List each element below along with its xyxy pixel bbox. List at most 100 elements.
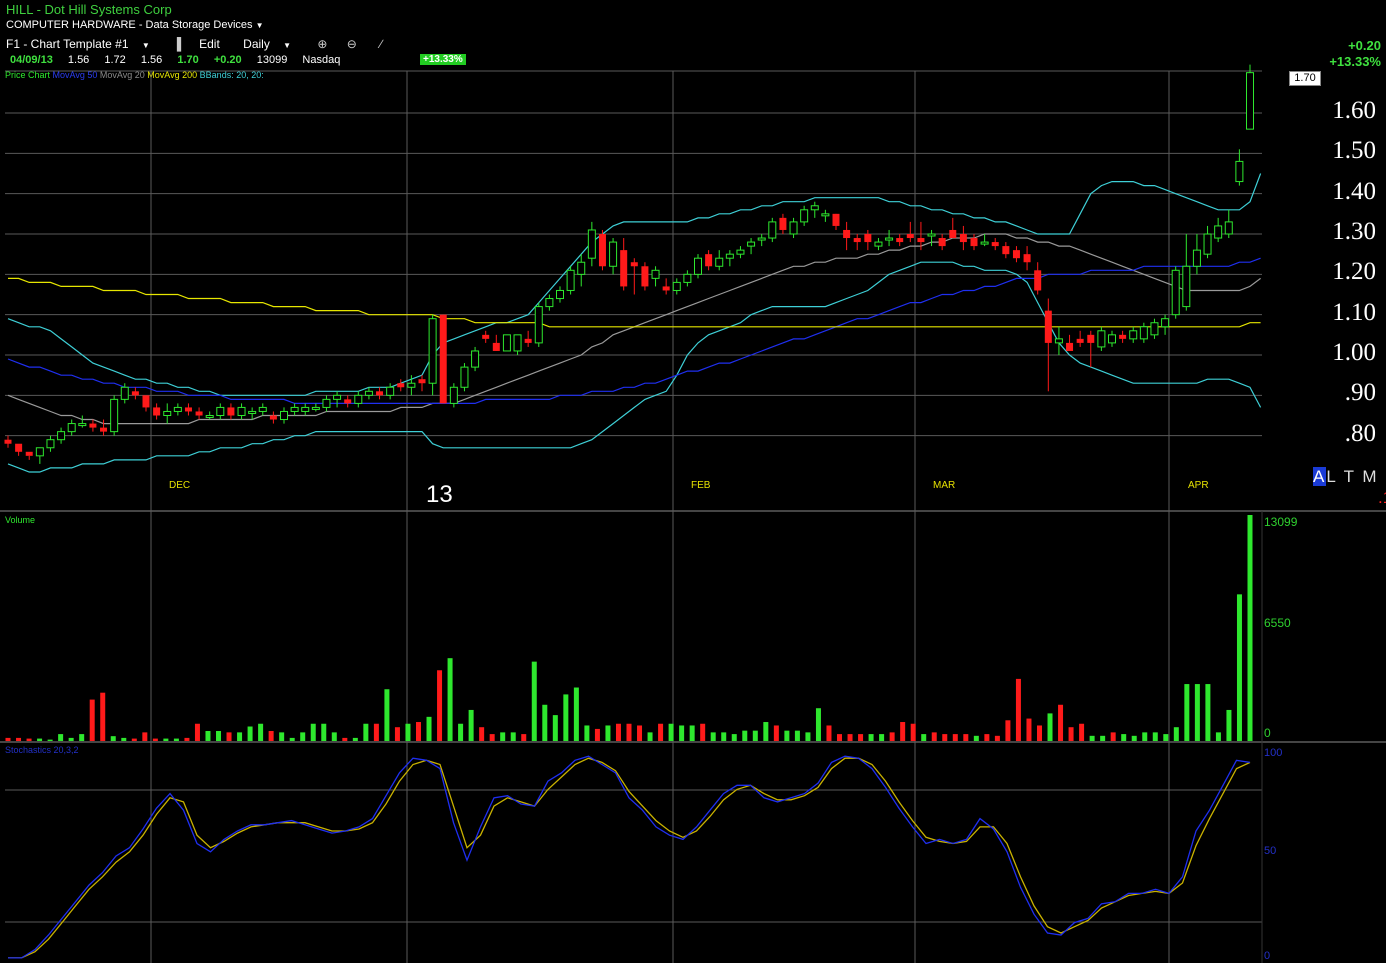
candle-body-up [725, 253, 734, 259]
candle-body-down [153, 407, 161, 416]
candle-body-down [959, 234, 967, 243]
volume-bar [237, 732, 243, 741]
volume-bar [68, 737, 74, 741]
template-selector[interactable]: F1 - Chart Template #1 ▼ [6, 37, 160, 51]
candle-body-up [290, 406, 299, 412]
volume-label-zero: 0 [1264, 726, 1271, 740]
stoch-label-50: 50 [1264, 845, 1277, 857]
volume-bar [194, 723, 200, 741]
volume-bar [952, 734, 958, 741]
candle-body-up [800, 209, 809, 223]
volume-bar [521, 734, 527, 741]
volume-bar [1247, 515, 1253, 741]
zoom-in-icon[interactable]: ⊕ [317, 37, 328, 51]
volume-bar [1026, 718, 1032, 741]
candle-body-up [694, 257, 702, 275]
volume-bar [142, 732, 148, 741]
volume-bar [1215, 732, 1221, 741]
candle-body-up [1171, 269, 1180, 316]
legend-ma20[interactable]: MovAvg 20 [99, 70, 145, 80]
altml-a[interactable]: A [1313, 467, 1327, 486]
volume-bar [205, 730, 211, 741]
candle-body-up [1192, 249, 1201, 267]
volume-bar [1226, 709, 1232, 741]
candle-body-up [216, 406, 225, 416]
edit-button[interactable]: ▌ Edit [173, 37, 230, 51]
volume-panel-label: Volume [5, 515, 36, 525]
chart-bars-icon: ▌ [176, 37, 186, 51]
volume-bar [1121, 734, 1127, 741]
studies-legend: Price Chart MovAvg 50 MovAvg 20 MovAvg 2… [5, 70, 264, 80]
candle-body-up [258, 406, 267, 412]
period-selector[interactable]: Daily ▼ [243, 37, 301, 51]
volume-bar [858, 734, 864, 741]
candle-body-down [131, 391, 139, 396]
volume-bar [900, 722, 906, 741]
volume-bar [363, 723, 369, 741]
change-right: +0.20 [1348, 38, 1381, 53]
candle-body-up [577, 261, 586, 275]
candle-body-up [163, 410, 172, 417]
ma50-line [7, 257, 1261, 404]
candle-body-up [1214, 225, 1223, 239]
volume-bar [1047, 713, 1053, 741]
candle-body-up [874, 241, 883, 247]
draw-line-icon[interactable]: ∕ [380, 37, 383, 51]
candle-body-down [227, 407, 235, 416]
volume-bar [826, 725, 832, 741]
volume-bar [637, 725, 643, 741]
candle-body-down [1044, 310, 1052, 343]
candle-body-down [524, 338, 532, 343]
symbol-title: HILL - Dot Hill Systems Corp [6, 2, 172, 17]
volume-bar [384, 689, 390, 741]
legend-ma200[interactable]: MovAvg 200 [147, 70, 198, 80]
candle-body-up [428, 318, 437, 384]
quote-low: 1.56 [140, 54, 163, 66]
candle-body-up [110, 398, 119, 433]
industry-selector[interactable]: COMPUTER HARDWARE - Data Storage Devices… [6, 19, 264, 31]
legend-price-chart[interactable]: Price Chart [5, 70, 51, 80]
candle-body-up [1246, 72, 1254, 130]
volume-bar [752, 730, 758, 741]
volume-bar [331, 732, 337, 741]
percent-right: +13.33% [1329, 54, 1381, 69]
month-label-feb: FEB [691, 480, 711, 491]
altml-rest[interactable]: L T M L [1326, 467, 1386, 486]
candle-body-down [1034, 270, 1042, 291]
candle-body-down [620, 250, 628, 287]
legend-bbands[interactable]: BBands: 20, 20: [199, 70, 264, 80]
price-axis-label: 1.00 [1332, 339, 1376, 366]
candle-body-up [301, 406, 310, 412]
bband-lower-line [7, 261, 1262, 473]
zoom-out-icon[interactable]: ⊖ [346, 37, 357, 51]
volume-bar [321, 723, 327, 741]
industry-label: COMPUTER HARDWARE - Data Storage Devices [6, 19, 253, 31]
toolbar: F1 - Chart Template #1 ▼ ▌ Edit Daily ▼ ⊕… [6, 37, 399, 51]
volume-bar [542, 704, 548, 741]
candle-body-down [492, 342, 500, 351]
volume-bar [700, 723, 706, 741]
candle-body-up [1139, 326, 1148, 340]
legend-ma50[interactable]: MovAvg 50 [52, 70, 98, 80]
candle-body-up [1235, 160, 1244, 183]
volume-bar [300, 732, 306, 741]
volume-bar [805, 732, 811, 741]
candle-body-down [89, 423, 97, 428]
altml-toggle[interactable]: AL T M L [1313, 467, 1386, 487]
volume-bar [1036, 725, 1042, 741]
volume-bar [89, 699, 95, 741]
candle-body-down [376, 391, 384, 396]
candle-body-up [1108, 334, 1116, 344]
volume-bar [710, 732, 716, 741]
volume-bar [458, 723, 464, 741]
volume-bar [184, 737, 190, 741]
volume-bar [615, 723, 621, 741]
candle-body-up [67, 423, 76, 433]
candle-body-up [1224, 221, 1233, 235]
volume-bar [1205, 684, 1211, 741]
candle-body-up [386, 386, 395, 396]
candle-body-down [864, 234, 872, 243]
stoch-d-line [8, 757, 1251, 959]
volume-bar [1079, 723, 1085, 741]
